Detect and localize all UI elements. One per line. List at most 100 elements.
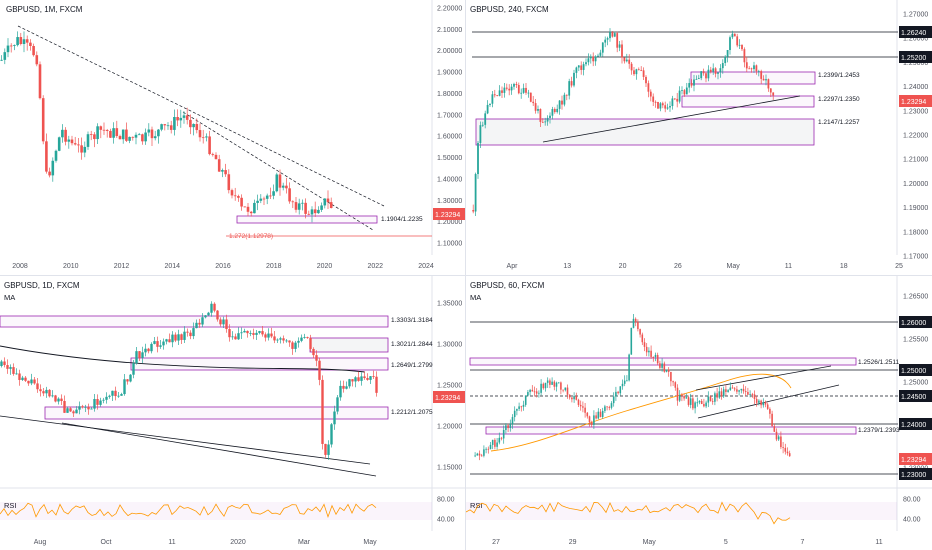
zone-box[interactable] (44, 406, 389, 420)
trendline[interactable] (0, 415, 371, 465)
candle-body (246, 206, 250, 212)
candle-body (182, 115, 186, 118)
chart-panel-monthly[interactable]: GBPUSD, 1M, FXCM 2.20000 2.10000 2.00000 1.9… (0, 0, 465, 275)
candle-body (609, 32, 611, 39)
candle-body (185, 115, 189, 120)
candle-body (489, 103, 491, 105)
candle-body (109, 130, 112, 138)
candle-body (688, 83, 691, 88)
candle-body (744, 391, 747, 392)
candle-body (198, 130, 202, 138)
candle-body (743, 49, 746, 63)
candle-body (363, 376, 366, 379)
price-tick: 1.25000 (437, 383, 462, 390)
zone-box[interactable] (0, 315, 389, 328)
candle-body (320, 205, 323, 210)
current-price-tag: 1.23294 (435, 395, 460, 402)
zone-box[interactable] (475, 118, 815, 146)
candle-body (527, 392, 529, 396)
candle-body (748, 68, 751, 70)
candle-body (740, 388, 743, 391)
candle-body (240, 332, 243, 334)
candle-body (329, 202, 333, 208)
trendline-dashed[interactable] (182, 111, 374, 231)
candle-body (769, 408, 771, 414)
rsi-line[interactable] (0, 502, 377, 519)
candle-body (606, 38, 609, 40)
candle-body (326, 198, 330, 203)
price-tick: 1.70000 (437, 112, 462, 119)
zone-box[interactable] (681, 95, 815, 108)
candle-body (173, 117, 176, 130)
moving-average-line[interactable] (0, 345, 366, 373)
candle-body (510, 86, 513, 91)
time-tick: 18 (840, 263, 848, 270)
current-price-tag-bg (433, 208, 465, 220)
candle-body (714, 68, 717, 74)
candle-body (138, 351, 141, 358)
candle-body (372, 376, 375, 377)
candle-body (628, 59, 631, 64)
candle-body (753, 65, 755, 70)
candle-body (623, 380, 626, 384)
candle-body (54, 150, 58, 161)
candle-body (687, 397, 690, 405)
price-tick: 1.21000 (903, 157, 928, 164)
price-tick: 1.40000 (437, 176, 462, 183)
candle-body (769, 88, 772, 93)
zone-box[interactable] (309, 337, 389, 353)
trendline[interactable] (697, 384, 840, 419)
box-label: 1.2147/1.2257 (818, 119, 860, 126)
candle-body (493, 94, 496, 96)
zone-box[interactable] (485, 426, 857, 435)
candle-body (75, 409, 78, 414)
candle-body (73, 143, 77, 145)
trendline-dashed[interactable] (17, 25, 385, 207)
price-tick: 1.15000 (437, 465, 462, 472)
zone-box[interactable] (469, 357, 857, 366)
candle-body (633, 70, 635, 75)
candle-body (157, 129, 160, 137)
candle-body (617, 391, 619, 394)
chart-panel-4h[interactable]: GBPUSD, 240, FXCM1.270001.260001.250001.… (466, 0, 932, 275)
candle-body (207, 312, 210, 316)
candle-body (491, 94, 494, 104)
level-price-tag-bg (899, 26, 932, 38)
candle-body (557, 382, 560, 384)
candle-body (681, 394, 683, 396)
chart-panel-daily[interactable]: GBPUSD, 1D, FXCM MA 1.35000 1.30000 1.25000 1… (0, 276, 465, 550)
panel-divider-horizontal[interactable] (0, 275, 932, 276)
candle-body (99, 126, 103, 130)
moving-average-line[interactable] (490, 373, 792, 452)
time-tick: 2022 (367, 263, 383, 270)
candle-body (650, 350, 652, 357)
current-price-tag-bg (433, 391, 465, 403)
candle-body (553, 109, 556, 113)
candle-body (204, 315, 207, 318)
time-tick: Oct (101, 539, 112, 546)
candle-body (520, 92, 523, 94)
candle-body (60, 398, 63, 402)
trendline[interactable] (695, 365, 832, 391)
level-price-tag-bg (899, 51, 932, 63)
candle-body (264, 334, 267, 338)
price-tick: 1.20000 (903, 181, 928, 188)
candle-body (474, 455, 476, 457)
trendline[interactable] (542, 95, 801, 143)
candle-body (726, 50, 729, 57)
box-label: 1.3303/1.3184 (391, 317, 433, 324)
candle-body (623, 57, 626, 62)
trendline[interactable] (61, 422, 377, 477)
support-box[interactable] (236, 215, 378, 224)
time-tick: 11 (785, 263, 792, 270)
candle-body (656, 354, 659, 364)
candle-body (327, 444, 330, 455)
rsi-line[interactable] (466, 501, 791, 525)
zone-box[interactable] (690, 71, 816, 85)
chart-panel-hourly[interactable]: GBPUSD, 60, FXCMMA1.265001.255001.250001… (466, 276, 932, 550)
candle-body (306, 337, 309, 339)
candle-body (529, 389, 531, 393)
zone-box[interactable] (130, 357, 389, 371)
candle-body (681, 90, 683, 91)
candle-body (333, 411, 336, 425)
